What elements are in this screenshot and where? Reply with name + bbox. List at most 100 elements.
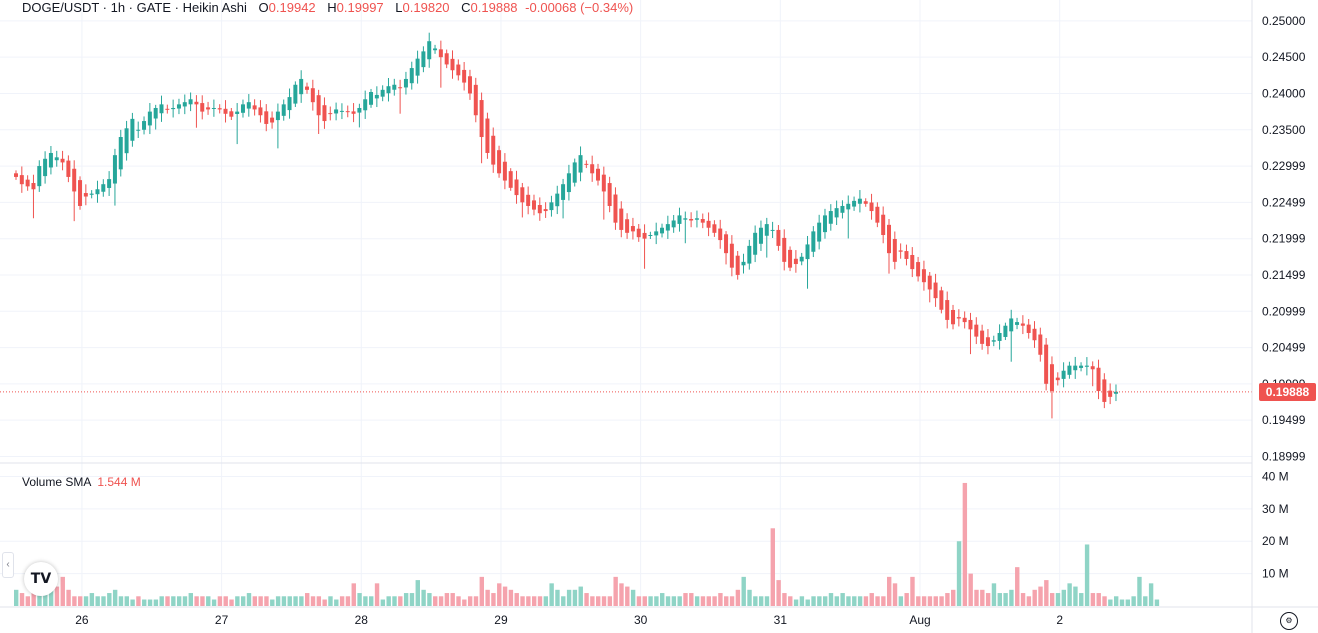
volume-bar	[433, 596, 438, 606]
candle-body	[665, 224, 670, 231]
candle-body	[887, 224, 891, 254]
volume-bar	[246, 593, 252, 606]
volume-bar	[991, 583, 997, 606]
volume-bar	[270, 599, 275, 606]
volume-bar	[1108, 599, 1113, 606]
tradingview-logo-icon[interactable]: TV	[24, 562, 58, 596]
price-tick-label: 0.24000	[1262, 86, 1306, 100]
volume-bar	[601, 596, 607, 606]
candle-body	[142, 121, 147, 130]
candle-body	[811, 231, 816, 252]
volume-bar	[514, 593, 519, 606]
candle-body	[700, 219, 705, 223]
candle-body	[1096, 367, 1101, 392]
volume-bar	[665, 596, 671, 606]
high-label: H	[327, 0, 337, 15]
candle-body	[543, 209, 548, 212]
volume-bar	[83, 596, 89, 606]
candle-body	[363, 99, 368, 111]
volume-tick-label: 20 M	[1262, 534, 1289, 548]
volume-legend-name[interactable]: Volume SMA	[22, 475, 92, 489]
candle-body	[398, 87, 403, 89]
last-price-label: 0.19888	[1259, 382, 1316, 401]
volume-bar	[939, 596, 944, 606]
volume-bar	[194, 596, 199, 606]
candle-body	[753, 232, 758, 255]
candle-body	[305, 86, 309, 90]
price-tick-label: 0.22999	[1262, 159, 1306, 173]
volume-bar	[1154, 599, 1160, 606]
volume-bar	[456, 596, 461, 606]
volume-bar	[648, 596, 653, 606]
symbol-title[interactable]: DOGE/USDT · 1h · GATE · Heikin Ashi	[22, 0, 247, 15]
volume-bar	[863, 596, 869, 606]
grid-lines	[0, 0, 1252, 606]
candle-body	[467, 76, 472, 94]
volume-bar	[1073, 586, 1078, 606]
candle-body	[590, 164, 595, 174]
volume-bar	[1137, 576, 1142, 606]
candle-body	[438, 49, 443, 58]
volume-axis[interactable]: 40 M 30 M 20 M 10 M	[1262, 469, 1289, 580]
volume-bar	[328, 596, 333, 606]
candle-body	[1049, 364, 1054, 392]
candle-body	[991, 340, 996, 342]
candle-body	[89, 193, 94, 195]
volume-bar	[1084, 544, 1090, 606]
candle-body	[54, 157, 59, 161]
candle-body	[473, 84, 478, 116]
candle-body	[444, 53, 449, 65]
volume-bar	[334, 599, 339, 606]
candle-body	[491, 135, 496, 165]
candle-body	[223, 108, 228, 114]
time-axis[interactable]: 26 27 28 29 30 31 Aug 2	[75, 613, 1063, 627]
price-tick-label: 0.22499	[1262, 195, 1306, 209]
volume-bar	[118, 596, 124, 606]
high-value: 0.19997	[336, 0, 384, 15]
candle-body	[892, 239, 897, 262]
volume-bar	[799, 596, 805, 606]
volume-bar	[869, 593, 874, 606]
candle-body	[758, 227, 763, 244]
volume-bar	[817, 596, 822, 606]
candle-body	[817, 222, 822, 242]
volume-bar	[980, 589, 985, 606]
volume-bar	[694, 596, 700, 606]
volume-bar	[927, 596, 933, 606]
chevron-left-icon[interactable]: ‹	[2, 552, 14, 578]
candle-body	[706, 220, 711, 228]
price-axis[interactable]: 0.25000 0.24500 0.24000 0.23500 0.22999 0.224…	[1262, 14, 1306, 464]
candle-body	[1067, 365, 1072, 375]
volume-bar	[689, 593, 694, 606]
volume-bar	[1015, 567, 1020, 606]
volume-bar	[822, 596, 828, 606]
candle-body	[310, 88, 315, 103]
candle-body	[380, 89, 385, 97]
volume-bar	[287, 596, 292, 606]
volume-bar	[299, 596, 304, 606]
candle-body	[549, 202, 554, 211]
candle-body	[898, 250, 903, 252]
candle-body	[828, 211, 833, 224]
price-tick-label: 0.20999	[1262, 304, 1306, 318]
candle-body	[741, 261, 746, 266]
volume-bar	[625, 586, 630, 606]
volume-bar	[281, 596, 287, 606]
volume-bar	[1032, 589, 1037, 606]
gear-icon[interactable]: ⚙	[1280, 612, 1298, 630]
candle-body	[124, 128, 129, 154]
volume-bar	[1026, 596, 1032, 606]
volume-bar	[741, 576, 746, 606]
candle-body	[642, 232, 647, 239]
candle-body	[712, 224, 717, 233]
volume-bar	[182, 596, 188, 606]
candle-body	[619, 208, 624, 230]
candle-body	[520, 187, 525, 203]
volume-bar	[293, 596, 298, 606]
volume-bar	[735, 589, 741, 606]
volume-bar	[450, 593, 455, 606]
candle-body	[531, 200, 536, 210]
volume-bar	[305, 593, 310, 606]
volume-bar	[252, 596, 258, 606]
